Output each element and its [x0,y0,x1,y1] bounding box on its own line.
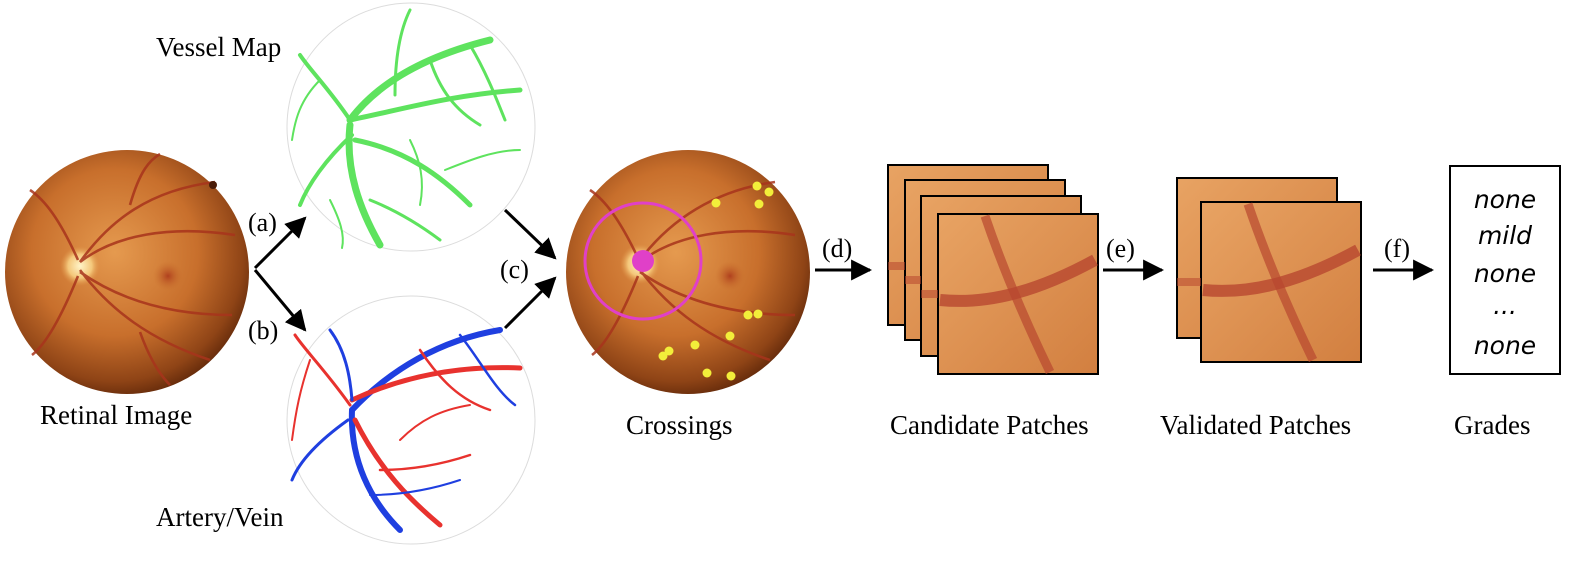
crossing-points [658,181,774,381]
step-a-label: (a) [248,208,277,237]
candidate-patches-label: Candidate Patches [890,410,1089,440]
step-b-label: (b) [248,316,279,345]
arrow-c-top [503,208,557,260]
retinal-image [5,150,249,394]
candidate-patches-stack [887,164,1099,375]
grade-item: none [1473,259,1537,288]
grade-item: ... [1493,291,1517,320]
vessel-map-image [286,2,536,252]
grade-item: none [1473,331,1537,360]
optic-disc-marker [632,250,654,272]
artery-vein-label: Artery/Vein [156,502,284,532]
artery-vein-image [286,295,536,545]
arrow-b [253,269,307,332]
arrow-c-bottom [503,276,557,330]
grade-item: mild [1477,221,1533,250]
patch [937,213,1099,375]
grades-box: none mild none ... none [1449,165,1561,375]
grade-item: none [1473,185,1537,214]
crossing-ring [583,201,703,321]
patch [1200,201,1362,363]
validated-patches-stack [1176,177,1362,363]
retinal-image-label: Retinal Image [40,400,193,430]
crossings-image [566,150,810,394]
arrow-a [253,216,307,270]
arrows [253,208,1435,332]
crossings-label: Crossings [626,410,733,440]
grades-label: Grades [1454,410,1531,440]
step-e-label: (e) [1106,234,1135,263]
vessel-map-label: Vessel Map [156,32,282,62]
validated-patches-label: Validated Patches [1160,410,1352,440]
step-c-label: (c) [500,255,529,284]
step-d-label: (d) [822,234,853,263]
step-f-label: (f) [1384,234,1410,263]
